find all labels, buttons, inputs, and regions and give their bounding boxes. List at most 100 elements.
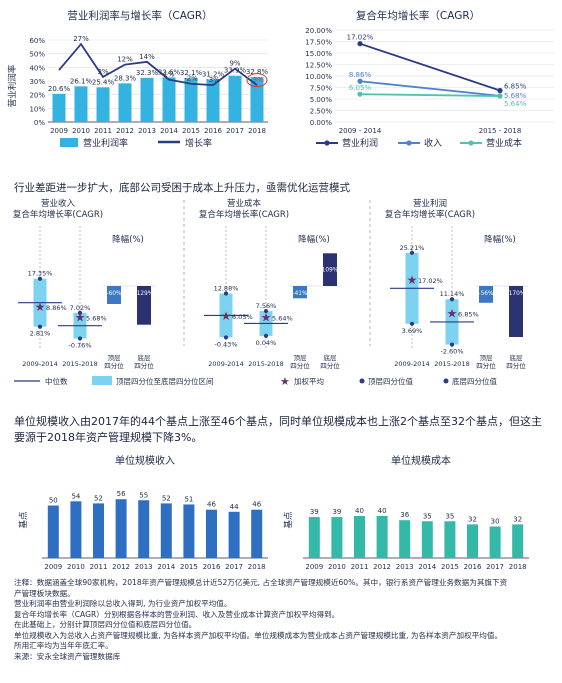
- legend-star-swatch: ★: [280, 375, 290, 388]
- x-tick-label: 2013: [135, 563, 153, 571]
- bottom-quartile-label: 0.04%: [256, 339, 277, 347]
- bar-value-label: 32: [468, 515, 477, 523]
- y-tick-label: 20%: [29, 92, 45, 100]
- y-tick-label: 10%: [29, 105, 45, 113]
- average-label: 17.02%: [418, 277, 443, 285]
- series-point: [497, 93, 503, 99]
- growth-value-label: 3%: [97, 68, 108, 76]
- unit-revenue-chart: 单位规模收入 基点 50 2009 54 2010 52 2011 56 2012 55 2013…: [18, 454, 268, 571]
- growth-value-label: 14%: [139, 53, 155, 61]
- bottom-quartile-dot: [449, 342, 455, 347]
- note-line: 单位规模收入为总收入占资产管理规模比重, 为各样本资产加权平均值。单位规模成本为…: [14, 630, 503, 640]
- bar: [421, 521, 433, 558]
- top-quartile-label: 25.21%: [400, 244, 425, 252]
- bar: [160, 503, 172, 558]
- x-tick-label: 2014: [160, 127, 178, 135]
- bar: [206, 509, 217, 558]
- x-tick-label: 2013: [396, 563, 414, 571]
- bar-value-label: 56: [117, 490, 126, 498]
- series-point: [497, 87, 503, 94]
- period-label: 2009-2014: [22, 360, 57, 368]
- growth-value-label: 9%: [229, 60, 240, 68]
- legend-profit-label: 营业利润: [342, 137, 378, 149]
- legend-top-label: 顶层四分位值: [368, 376, 413, 386]
- footnotes: 注释：数据涵盖全球90家机构，2018年资产管理规模总计近52万亿美元, 占全球…: [14, 578, 554, 662]
- y-tick-label: 2.50%: [310, 108, 333, 116]
- x-tick-label: 2010: [67, 563, 85, 571]
- legend-profit-dot: [324, 140, 330, 146]
- x-tick-label: 2012: [116, 127, 134, 135]
- x-tick-label: 2012: [373, 563, 391, 571]
- drop-category-label-2: 四分位: [506, 361, 526, 370]
- y-tick-label: 10.00%: [305, 73, 332, 81]
- bar-value-label: 44: [230, 503, 239, 511]
- note-line: 来源：安永全球资产管理数据库: [14, 651, 121, 661]
- drop-value-label: -41%: [293, 291, 308, 297]
- drop-category-label: 顶层: [480, 354, 494, 362]
- chart-title: 单位规模收入: [115, 454, 175, 467]
- bar-value-label: 20.6%: [48, 85, 71, 93]
- bottom-quartile-label: 2.81%: [30, 330, 51, 338]
- growth-value-label: 1%: [163, 71, 174, 79]
- x-tick-label: 2011: [94, 127, 112, 135]
- legend-box-swatch: [92, 376, 112, 385]
- top-quartile-dot: [37, 276, 43, 281]
- x-tick-label: 2010: [72, 127, 90, 135]
- chart-title: 营业利润率与增长率（CAGR）: [67, 9, 212, 22]
- weighted-average-star: ★: [35, 300, 46, 314]
- bar: [115, 499, 127, 558]
- bottom-quartile-dot: [263, 333, 269, 338]
- growth-value-label: -2%: [184, 75, 198, 83]
- x-tick-label: 2015: [180, 563, 198, 571]
- legend-median-label: 中位数: [45, 376, 68, 386]
- x-tick-label: 2016: [204, 127, 222, 135]
- drop-title: 降幅(%): [112, 234, 144, 245]
- bar: [96, 87, 110, 122]
- average-label: 5.64%: [272, 314, 293, 322]
- y-tick-label: 0.00%: [310, 119, 333, 127]
- x-tick-label: 2018: [248, 127, 266, 135]
- weighted-average-star: ★: [447, 306, 458, 320]
- legend-bar-label: 营业利润率: [83, 137, 128, 149]
- note-line: 产管理板块数据。: [14, 588, 75, 598]
- series-value-label: 17.02%: [347, 34, 374, 42]
- note-line: 注释：数据涵盖全球90家机构，2018年资产管理规模总计近52万亿美元, 占全球…: [14, 578, 508, 587]
- period-label: 2015-2018: [434, 360, 469, 368]
- bottom-quartile-dot: [37, 324, 43, 329]
- bar-value-label: 39: [310, 508, 319, 516]
- x-tick-label: 2014: [418, 563, 436, 571]
- top-quartile-dot: [409, 250, 415, 255]
- bar: [228, 75, 242, 122]
- period-label: 2009-2014: [208, 360, 243, 368]
- legend-cost-label: 营业成本: [486, 137, 522, 149]
- x-tick-label: 2016: [203, 563, 221, 571]
- growth-value-label: -3%: [250, 76, 264, 84]
- bar: [489, 526, 501, 558]
- highlight-circle: [246, 73, 268, 88]
- drop-value-label: 109%: [322, 268, 339, 274]
- drop-category-label-2: 四分位: [476, 361, 496, 370]
- top-quartile-dot: [449, 297, 455, 302]
- bar-value-label: 46: [207, 501, 216, 509]
- x-tick-label: 2015 - 2018: [479, 127, 522, 135]
- note-line: 所用汇率均为当年年底汇率。: [14, 641, 113, 650]
- bar-value-label: 46: [252, 501, 261, 509]
- x-tick-label: 2014: [157, 563, 175, 571]
- series-line: [359, 80, 501, 97]
- legend-bar-swatch: [60, 138, 78, 147]
- panel-subtitle: 复合年均增长率(CAGR): [199, 209, 289, 220]
- bar: [47, 505, 59, 558]
- bar-value-label: 32.1%: [180, 69, 203, 77]
- top-quartile-label: 17.35%: [28, 270, 53, 278]
- bottom-quartile-label: -0.76%: [69, 342, 92, 350]
- drop-title: 降幅(%): [298, 234, 330, 245]
- x-tick-label: 2018: [509, 563, 527, 571]
- section-paragraph-unit: 单位规模收入由2017年的44个基点上涨至46个基点，同时单位规模成本也上涨2个…: [14, 415, 542, 444]
- growth-value-label: 27%: [73, 35, 89, 43]
- panel-title: 营业成本: [227, 198, 262, 209]
- drop-bar: [323, 253, 337, 286]
- x-tick-label: 2009: [44, 563, 62, 571]
- y-tick-label: 60%: [29, 37, 45, 45]
- x-tick-label: 2010: [328, 563, 346, 571]
